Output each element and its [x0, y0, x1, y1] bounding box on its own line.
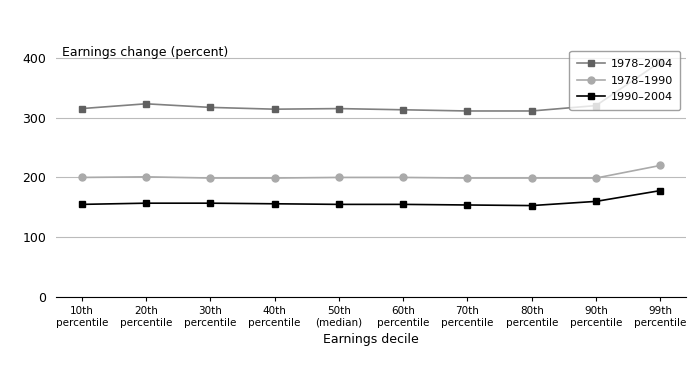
1978–2004: [656, 59, 664, 64]
1978–1990: [399, 175, 407, 180]
Line: 1990–2004: 1990–2004: [78, 187, 664, 209]
1978–2004: [206, 105, 214, 110]
1978–2004: [78, 106, 86, 111]
1978–1990: [335, 175, 343, 180]
1978–2004: [463, 109, 472, 113]
1978–1990: [463, 176, 472, 180]
1978–2004: [270, 107, 279, 112]
1978–1990: [270, 176, 279, 180]
X-axis label: Earnings decile: Earnings decile: [323, 333, 419, 346]
1990–2004: [656, 188, 664, 193]
1978–2004: [335, 106, 343, 111]
Text: Earnings change (percent): Earnings change (percent): [62, 46, 228, 59]
1990–2004: [528, 203, 536, 208]
1978–2004: [142, 101, 150, 106]
1978–1990: [528, 176, 536, 180]
1978–1990: [142, 174, 150, 179]
1990–2004: [592, 199, 600, 204]
1978–1990: [656, 163, 664, 168]
1990–2004: [78, 202, 86, 207]
Line: 1978–1990: 1978–1990: [78, 162, 664, 181]
1978–2004: [592, 103, 600, 108]
1990–2004: [463, 203, 472, 207]
Line: 1978–2004: 1978–2004: [78, 58, 664, 114]
1978–2004: [528, 109, 536, 113]
1978–1990: [592, 176, 600, 180]
1990–2004: [206, 201, 214, 205]
1990–2004: [270, 202, 279, 206]
1978–2004: [399, 107, 407, 112]
1990–2004: [399, 202, 407, 207]
1978–1990: [78, 175, 86, 180]
1990–2004: [335, 202, 343, 207]
1990–2004: [142, 201, 150, 205]
1978–1990: [206, 176, 214, 180]
Legend: 1978–2004, 1978–1990, 1990–2004: 1978–2004, 1978–1990, 1990–2004: [569, 51, 680, 110]
